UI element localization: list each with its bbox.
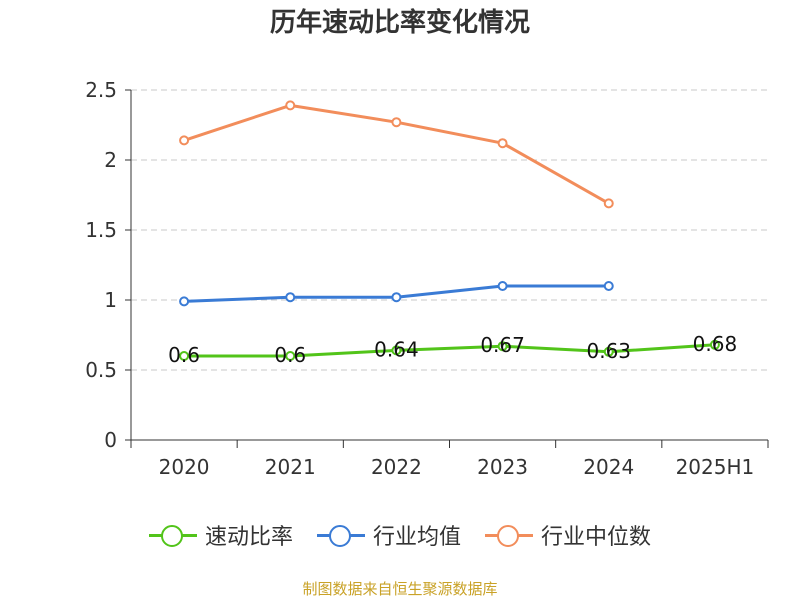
x-tick-label: 2024 xyxy=(583,455,634,479)
data-label: 0.63 xyxy=(586,339,631,363)
legend-item-industry-mean[interactable]: 行业均值 xyxy=(316,519,461,551)
data-point xyxy=(391,292,402,303)
data-label: 0.6 xyxy=(168,343,200,367)
data-point xyxy=(603,198,614,209)
chart-title: 历年速动比率变化情况 xyxy=(269,8,530,38)
y-tick-label: 2.5 xyxy=(85,78,117,102)
data-point xyxy=(497,138,508,149)
legend-item-industry-median[interactable]: 行业中位数 xyxy=(485,519,651,551)
legend-swatch-icon xyxy=(485,525,533,547)
legend-item-quick-ratio[interactable]: 速动比率 xyxy=(148,519,293,551)
data-point xyxy=(603,346,614,357)
data-label: 0.68 xyxy=(693,332,738,356)
legend-label: 行业均值 xyxy=(372,525,461,550)
x-tick-label: 2022 xyxy=(371,455,422,479)
data-point xyxy=(179,351,190,361)
legend-swatch-icon xyxy=(316,525,365,547)
data-point xyxy=(179,135,190,146)
x-tick-label: 2021 xyxy=(265,455,316,479)
data-point xyxy=(497,281,508,291)
data-point xyxy=(179,296,190,307)
series-line xyxy=(184,343,716,358)
data-point xyxy=(391,345,402,356)
x-tick-label: 2025H1 xyxy=(676,455,755,479)
data-point xyxy=(285,100,296,111)
data-point xyxy=(709,339,720,350)
data-point xyxy=(603,281,614,291)
y-tick-label: 0 xyxy=(104,428,117,452)
source-note: 制图数据来自恒生聚源数据库 xyxy=(302,580,498,598)
y-tick-label: 1.5 xyxy=(85,218,117,242)
data-point xyxy=(497,341,508,352)
x-tick-label: 2023 xyxy=(477,455,528,479)
data-label: 0.64 xyxy=(374,337,419,361)
y-tick-label: 2 xyxy=(104,148,117,172)
data-label: 0.67 xyxy=(480,333,525,357)
legend-swatch-icon xyxy=(148,525,197,547)
legend-label: 速动比率 xyxy=(204,525,293,550)
y-tick-label: 0.5 xyxy=(85,358,117,382)
x-tick-label: 2020 xyxy=(159,455,210,479)
data-point xyxy=(391,117,402,128)
data-point xyxy=(285,351,296,361)
y-tick-label: 1 xyxy=(104,288,117,312)
chart-legend: 速动比率 行业均值 行业中位数 xyxy=(0,519,800,551)
data-point xyxy=(285,292,296,303)
data-label: 0.6 xyxy=(274,343,306,367)
legend-label: 行业中位数 xyxy=(541,525,652,550)
